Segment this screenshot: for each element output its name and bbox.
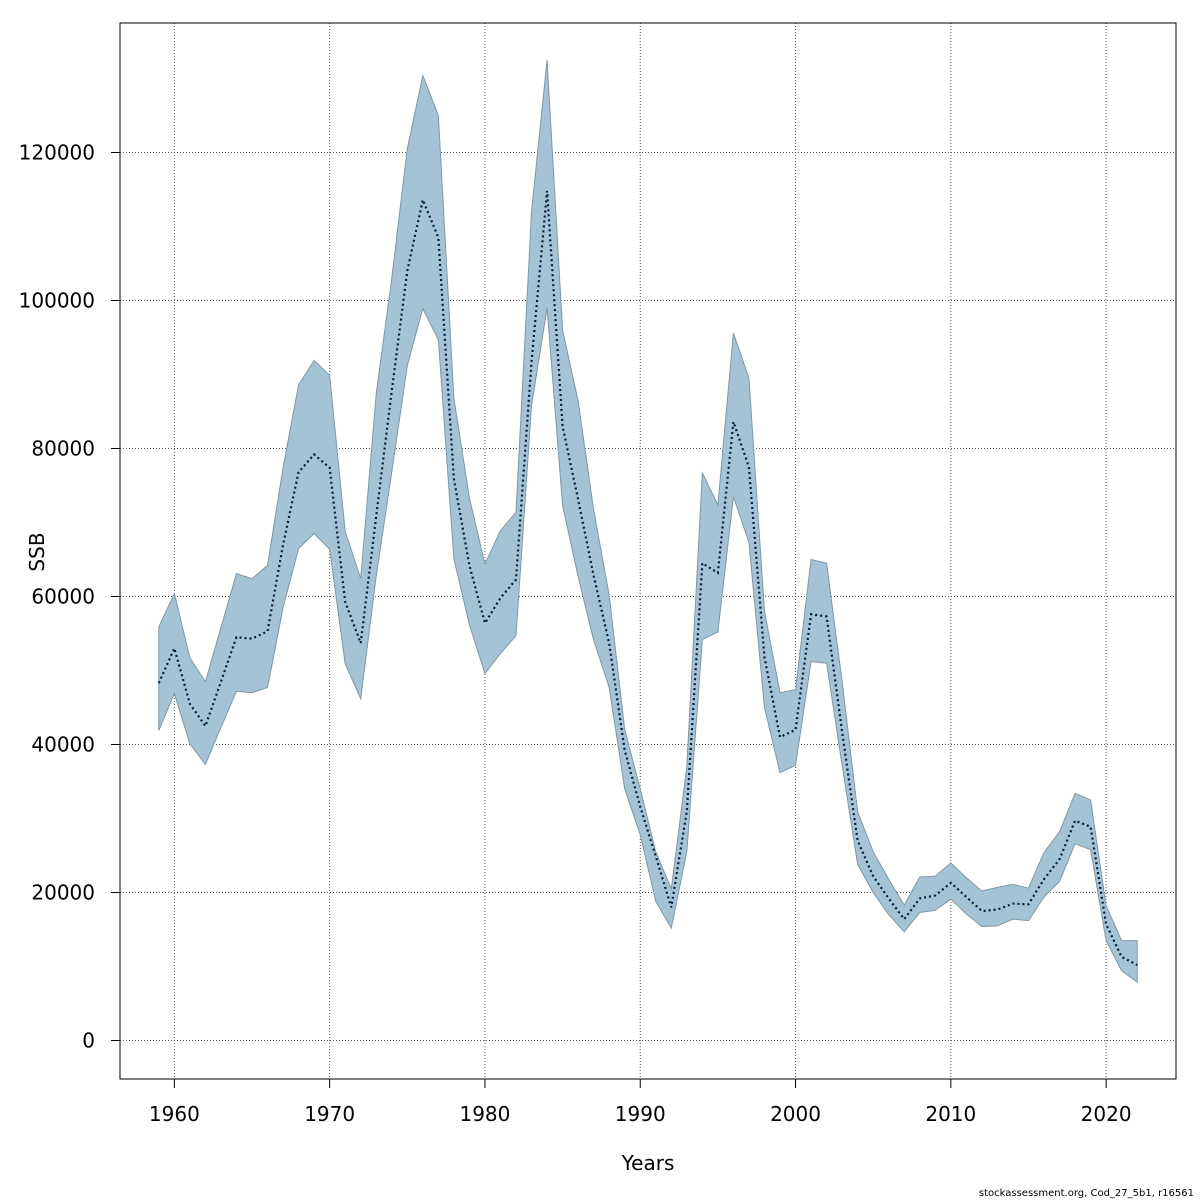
y-tick-label: 20000 [31, 881, 95, 905]
x-tick-label: 2000 [770, 1102, 821, 1126]
y-axis: 0 20000 40000 60000 80000 100000 120000 [19, 141, 120, 1053]
x-tick-label: 1960 [149, 1102, 200, 1126]
x-tick-label: 1980 [459, 1102, 510, 1126]
y-tick-label: 80000 [31, 437, 95, 461]
x-tick-label: 2010 [925, 1102, 976, 1126]
y-tick-label: 60000 [31, 585, 95, 609]
x-axis-title: Years [621, 1151, 675, 1175]
y-tick-label: 120000 [19, 141, 95, 165]
y-tick-label: 100000 [19, 289, 95, 313]
confidence-band [158, 59, 1138, 984]
y-axis-title: SSB [25, 532, 49, 571]
source-footer: stockassessment.org, Cod_27_5b1, r16561 [978, 1188, 1194, 1199]
x-axis: 1960 1970 1980 1990 2000 2010 2020 [149, 1079, 1132, 1126]
y-tick-label: 0 [82, 1029, 95, 1053]
x-tick-label: 2020 [1081, 1102, 1132, 1126]
y-tick-label: 40000 [31, 733, 95, 757]
ssb-line-group [157, 190, 1138, 967]
x-tick-label: 1990 [615, 1102, 666, 1126]
confidence-band-group [158, 59, 1138, 984]
plot-frame [119, 22, 1177, 1080]
x-tick-label: 1970 [304, 1102, 355, 1126]
ssb-estimate-line [157, 190, 1138, 967]
